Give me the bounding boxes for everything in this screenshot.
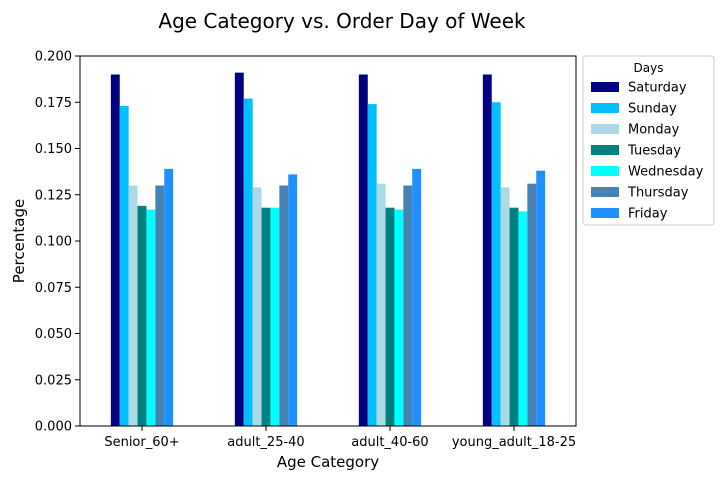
bar-friday-1 — [288, 174, 298, 426]
legend-label-wednesday: Wednesday — [628, 165, 704, 180]
legend-label-tuesday: Tuesday — [627, 144, 681, 159]
y-tick-label: 0.175 — [35, 96, 72, 111]
legend-label-friday: Friday — [628, 207, 668, 222]
bar-sunday-2 — [367, 104, 377, 426]
bar-wednesday-2 — [394, 209, 404, 426]
bar-monday-0 — [128, 185, 138, 426]
bar-friday-3 — [536, 170, 546, 426]
legend-label-monday: Monday — [628, 123, 680, 138]
legend-swatch-monday — [591, 124, 619, 134]
legend-label-saturday: Saturday — [628, 81, 687, 96]
y-tick-label: 0.000 — [35, 420, 72, 435]
bar-sunday-0 — [119, 105, 129, 426]
bar-wednesday-1 — [270, 207, 280, 426]
legend-title: Days — [634, 61, 664, 75]
bar-sunday-3 — [491, 102, 501, 426]
y-tick-label: 0.150 — [35, 142, 72, 157]
bar-friday-2 — [412, 168, 422, 426]
legend-label-sunday: Sunday — [628, 102, 677, 117]
bar-friday-0 — [164, 168, 174, 426]
bar-monday-2 — [376, 183, 386, 426]
y-axis-label: Percentage — [10, 199, 28, 283]
bar-wednesday-0 — [146, 209, 156, 426]
y-tick-label: 0.100 — [35, 235, 72, 250]
y-tick-label: 0.125 — [35, 188, 72, 203]
bar-monday-3 — [500, 187, 510, 426]
bar-tuesday-0 — [137, 205, 147, 426]
bar-tuesday-3 — [509, 207, 519, 426]
bar-thursday-1 — [279, 185, 289, 426]
bar-saturday-3 — [482, 74, 492, 426]
chart-title: Age Category vs. Order Day of Week — [158, 9, 526, 33]
bar-sunday-1 — [243, 98, 253, 427]
y-tick-label: 0.200 — [35, 50, 72, 65]
legend-swatch-saturday — [591, 82, 619, 92]
y-tick-label: 0.075 — [35, 281, 72, 296]
bar-tuesday-1 — [261, 207, 271, 426]
bar-thursday-3 — [527, 183, 537, 426]
x-axis-label: Age Category — [277, 453, 379, 471]
y-tick-label: 0.050 — [35, 327, 72, 342]
bar-monday-1 — [252, 187, 262, 426]
legend-swatch-sunday — [591, 103, 619, 113]
legend-swatch-friday — [591, 208, 619, 218]
y-tick-label: 0.025 — [35, 373, 72, 388]
bar-saturday-1 — [234, 72, 244, 427]
bar-saturday-2 — [358, 74, 368, 426]
legend-label-thursday: Thursday — [627, 186, 689, 201]
x-tick-label: Senior_60+ — [104, 435, 179, 450]
legend-swatch-tuesday — [591, 145, 619, 155]
x-tick-label: adult_40-60 — [351, 435, 428, 450]
bar-thursday-2 — [403, 185, 413, 426]
bar-wednesday-3 — [518, 211, 528, 426]
legend-box — [582, 55, 715, 226]
bar-tuesday-2 — [385, 207, 395, 426]
bar-saturday-0 — [110, 74, 120, 426]
x-tick-label: adult_25-40 — [227, 435, 304, 450]
legend-swatch-wednesday — [591, 166, 619, 176]
plot-area: 0.000 0.025 0.050 0.075 0.100 0.125 0.150 0.175… — [35, 50, 576, 451]
x-tick-label: young_adult_18-25 — [452, 435, 576, 450]
bar-thursday-0 — [155, 185, 165, 426]
axes-frame — [79, 55, 577, 427]
legend-swatch-thursday — [591, 187, 619, 197]
legend: Days Saturday Sunday Monday Tuesday Wednesday… — [582, 55, 715, 226]
